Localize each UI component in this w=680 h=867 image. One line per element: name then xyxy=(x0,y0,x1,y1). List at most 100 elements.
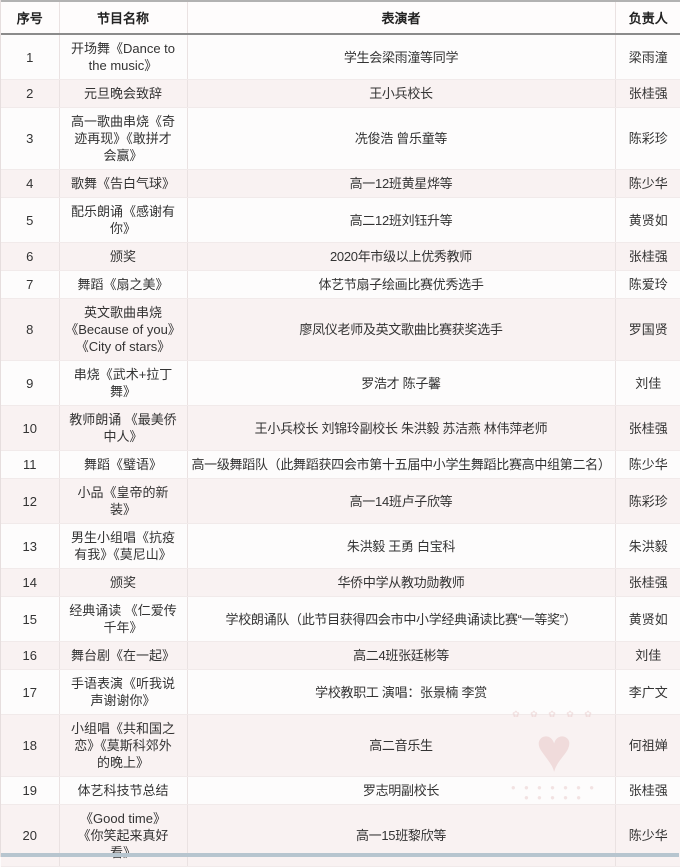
cell-performers: 高一15班黎欣等 xyxy=(187,804,616,867)
cell-manager: 黄贤如 xyxy=(615,596,680,642)
cell-performers: 2020年市级以上优秀教师 xyxy=(187,242,616,271)
cell-performers: 王小兵校长 刘锦玲副校长 朱洪毅 苏洁燕 林伟萍老师 xyxy=(187,405,616,451)
bottom-frame-line xyxy=(1,853,679,857)
cell-performers: 王小兵校长 xyxy=(187,79,616,108)
table-body: 1 开场舞《Dance to the music》 学生会梁雨潼等同学 梁雨潼 2 元旦晚… xyxy=(1,34,680,867)
cell-name: 舞台剧《在一起》 xyxy=(59,641,188,670)
cell-performers: 学生会梁雨潼等同学 xyxy=(187,34,616,80)
cell-performers: 学校朗诵队（此节目获得四会市中小学经典诵读比赛“一等奖”） xyxy=(187,596,616,642)
cell-no: 1 xyxy=(1,34,60,80)
cell-name: 舞蹈《璧语》 xyxy=(59,450,188,479)
cell-name: 男生小组唱《抗疫 有我》《莫尼山》 xyxy=(59,523,188,569)
cell-manager: 朱洪毅 xyxy=(615,523,680,569)
table-row: 11 舞蹈《璧语》 高一级舞蹈队（此舞蹈获四会市第十五届中小学生舞蹈比赛高中组第二名… xyxy=(1,450,680,479)
cell-manager: 张桂强 xyxy=(615,242,680,271)
table-row: 10 教师朗诵 《最美侨 中人》 王小兵校长 刘锦玲副校长 朱洪毅 苏洁燕 林伟萍老… xyxy=(1,405,680,451)
cell-manager: 陈少华 xyxy=(615,450,680,479)
cell-manager: 刘佳 xyxy=(615,641,680,670)
cell-name: 小组唱《共和国之 恋》《莫斯科郊外 的晚上》 xyxy=(59,714,188,777)
cell-name: 英文歌曲串烧 《Because of you》 《City of stars》 xyxy=(59,298,188,361)
cell-name: 高一歌曲串烧《奇 迹再现》《敢拼才 会赢》 xyxy=(59,107,188,170)
cell-no: 17 xyxy=(1,669,60,715)
cell-manager: 梁雨潼 xyxy=(615,34,680,80)
col-header-no: 序号 xyxy=(1,1,60,35)
cell-performers: 华侨中学从教功勋教师 xyxy=(187,568,616,597)
cell-no: 10 xyxy=(1,405,60,451)
cell-performers: 高二音乐生 xyxy=(187,714,616,777)
cell-name: 歌舞《告白气球》 xyxy=(59,169,188,198)
table-row: 14 颁奖 华侨中学从教功勋教师 张桂强 xyxy=(1,568,680,597)
cell-no: 4 xyxy=(1,169,60,198)
cell-manager: 刘佳 xyxy=(615,360,680,406)
cell-manager: 陈彩珍 xyxy=(615,478,680,524)
cell-manager: 张桂强 xyxy=(615,79,680,108)
cell-no: 18 xyxy=(1,714,60,777)
cell-performers: 冼俊浩 曾乐童等 xyxy=(187,107,616,170)
table-row: 18 小组唱《共和国之 恋》《莫斯科郊外 的晚上》 高二音乐生 何祖婵 xyxy=(1,714,680,777)
cell-name: 手语表演《听我说 声谢谢你》 xyxy=(59,669,188,715)
cell-name: 《Good time》 《你笑起来真好 看》 xyxy=(59,804,188,867)
cell-manager: 陈少华 xyxy=(615,169,680,198)
cell-no: 15 xyxy=(1,596,60,642)
table-row: 5 配乐朗诵《感谢有 你》 高二12班刘钰升等 黄贤如 xyxy=(1,197,680,243)
cell-manager: 张桂强 xyxy=(615,568,680,597)
cell-name: 教师朗诵 《最美侨 中人》 xyxy=(59,405,188,451)
cell-manager: 陈爱玲 xyxy=(615,270,680,299)
cell-name: 颁奖 xyxy=(59,242,188,271)
table-row: 19 体艺科技节总结 罗志明副校长 张桂强 xyxy=(1,776,680,805)
cell-name: 开场舞《Dance to the music》 xyxy=(59,34,188,80)
cell-no: 13 xyxy=(1,523,60,569)
cell-no: 14 xyxy=(1,568,60,597)
cell-name: 经典诵读 《仁爱传 千年》 xyxy=(59,596,188,642)
cell-manager: 黄贤如 xyxy=(615,197,680,243)
cell-manager: 罗国贤 xyxy=(615,298,680,361)
cell-manager: 张桂强 xyxy=(615,776,680,805)
cell-name: 串烧《武术+拉丁 舞》 xyxy=(59,360,188,406)
cell-manager: 张桂强 xyxy=(615,405,680,451)
cell-name: 小品《皇帝的新 装》 xyxy=(59,478,188,524)
table-row: 6 颁奖 2020年市级以上优秀教师 张桂强 xyxy=(1,242,680,271)
table-row: 16 舞台剧《在一起》 高二4班张廷彬等 刘佳 xyxy=(1,641,680,670)
cell-performers: 高一14班卢子欣等 xyxy=(187,478,616,524)
cell-performers: 廖凤仪老师及英文歌曲比赛获奖选手 xyxy=(187,298,616,361)
cell-no: 20 xyxy=(1,804,60,867)
cell-no: 8 xyxy=(1,298,60,361)
cell-manager: 陈彩珍 xyxy=(615,107,680,170)
table-row: 1 开场舞《Dance to the music》 学生会梁雨潼等同学 梁雨潼 xyxy=(1,34,680,80)
cell-performers: 体艺节扇子绘画比赛优秀选手 xyxy=(187,270,616,299)
col-header-manager: 负责人 xyxy=(615,1,680,35)
table-row: 13 男生小组唱《抗疫 有我》《莫尼山》 朱洪毅 王勇 白宝科 朱洪毅 xyxy=(1,523,680,569)
table-row: 2 元旦晚会致辞 王小兵校长 张桂强 xyxy=(1,79,680,108)
col-header-name: 节目名称 xyxy=(59,1,188,35)
table-row: 4 歌舞《告白气球》 高一12班黄星烨等 陈少华 xyxy=(1,169,680,198)
cell-performers: 高一级舞蹈队（此舞蹈获四会市第十五届中小学生舞蹈比赛高中组第二名） xyxy=(187,450,616,479)
cell-name: 配乐朗诵《感谢有 你》 xyxy=(59,197,188,243)
cell-performers: 高一12班黄星烨等 xyxy=(187,169,616,198)
table-row: 7 舞蹈《扇之美》 体艺节扇子绘画比赛优秀选手 陈爱玲 xyxy=(1,270,680,299)
table-row: 12 小品《皇帝的新 装》 高一14班卢子欣等 陈彩珍 xyxy=(1,478,680,524)
cell-name: 体艺科技节总结 xyxy=(59,776,188,805)
cell-performers: 罗志明副校长 xyxy=(187,776,616,805)
cell-no: 12 xyxy=(1,478,60,524)
cell-name: 舞蹈《扇之美》 xyxy=(59,270,188,299)
cell-no: 3 xyxy=(1,107,60,170)
cell-no: 6 xyxy=(1,242,60,271)
cell-no: 16 xyxy=(1,641,60,670)
cell-no: 7 xyxy=(1,270,60,299)
cell-no: 19 xyxy=(1,776,60,805)
cell-performers: 高二12班刘钰升等 xyxy=(187,197,616,243)
cell-manager: 何祖婵 xyxy=(615,714,680,777)
cell-name: 颁奖 xyxy=(59,568,188,597)
cell-performers: 朱洪毅 王勇 白宝科 xyxy=(187,523,616,569)
cell-manager: 李广文 xyxy=(615,669,680,715)
cell-no: 11 xyxy=(1,450,60,479)
col-header-performers: 表演者 xyxy=(187,1,616,35)
cell-no: 2 xyxy=(1,79,60,108)
table-row: 8 英文歌曲串烧 《Because of you》 《City of stars》… xyxy=(1,298,680,361)
table-header-row: 序号 节目名称 表演者 负责人 xyxy=(1,1,680,35)
cell-no: 9 xyxy=(1,360,60,406)
table-row: 15 经典诵读 《仁爱传 千年》 学校朗诵队（此节目获得四会市中小学经典诵读比赛“一… xyxy=(1,596,680,642)
